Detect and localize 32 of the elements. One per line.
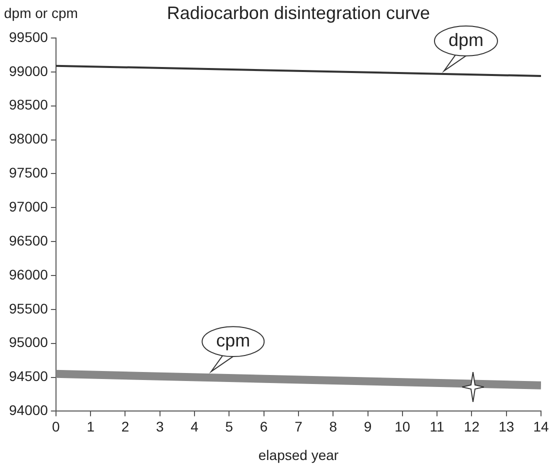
y-axis-title: dpm or cpm [4, 4, 78, 21]
y-tick-label: 99500 [8, 28, 48, 45]
x-tick-label: 1 [86, 418, 95, 434]
y-tick-label: 98500 [8, 96, 48, 113]
chart-title: Radiocarbon disintegration curve [166, 2, 430, 23]
x-tick-label: 9 [364, 418, 372, 434]
y-tick-label: 99000 [8, 62, 48, 79]
x-tick-label: 4 [190, 418, 199, 434]
x-tick-label: 12 [464, 418, 480, 434]
y-tick-label: 94500 [8, 368, 48, 384]
y-tick-label: 97500 [8, 164, 48, 181]
y-tick-label: 95500 [8, 300, 48, 316]
x-tick-label: 3 [156, 418, 164, 434]
series-label: cpm [216, 330, 250, 351]
x-tick-label: 14 [533, 418, 549, 434]
x-tick-label: 7 [294, 418, 303, 434]
x-tick-label: 11 [430, 418, 445, 434]
y-tick-label: 96000 [8, 266, 48, 282]
x-tick-label: 10 [394, 418, 410, 434]
x-axis-title: elapsed year [258, 446, 339, 463]
x-tick-label: 6 [260, 418, 268, 434]
series-label: dpm [448, 30, 484, 50]
y-tick-label: 95000 [8, 334, 48, 350]
y-tick-label: 97000 [8, 198, 48, 214]
x-tick-label: 0 [52, 418, 60, 434]
x-tick-label: 2 [121, 418, 130, 434]
y-tick-label: 94000 [8, 402, 48, 418]
x-tick-label: 5 [225, 418, 234, 434]
y-tick-label: 98000 [8, 130, 48, 147]
y-tick-label: 96500 [8, 232, 48, 248]
x-tick-label: 13 [498, 418, 514, 434]
x-tick-label: 8 [329, 418, 338, 434]
